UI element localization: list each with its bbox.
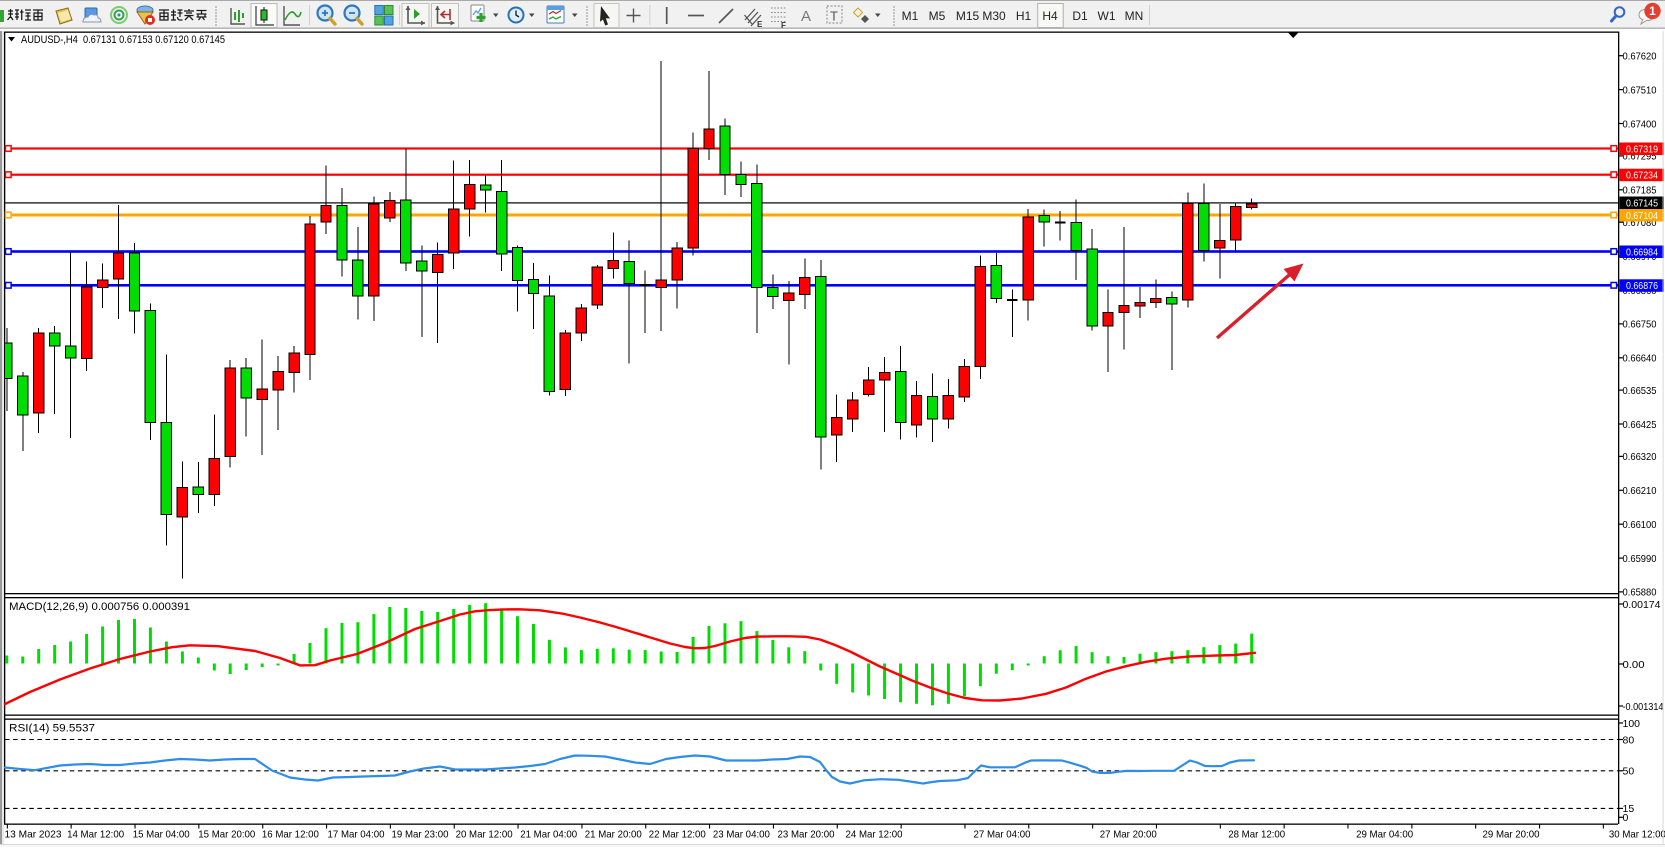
svg-text:21 Mar 20:00: 21 Mar 20:00 — [585, 829, 642, 841]
svg-text:H1: H1 — [1016, 9, 1032, 23]
svg-text:29 Mar 04:00: 29 Mar 04:00 — [1356, 829, 1413, 841]
svg-text:27 Mar 04:00: 27 Mar 04:00 — [974, 829, 1031, 841]
svg-text:30 Mar 12:00: 30 Mar 12:00 — [1609, 829, 1665, 841]
svg-text:0: 0 — [1623, 812, 1629, 824]
svg-text:MN: MN — [1125, 9, 1144, 23]
svg-text:15 Mar 04:00: 15 Mar 04:00 — [133, 829, 190, 841]
svg-text:-0.001314: -0.001314 — [1623, 701, 1664, 713]
svg-text:0.66535: 0.66535 — [1623, 385, 1657, 397]
svg-text:19 Mar 23:00: 19 Mar 23:00 — [392, 829, 449, 841]
svg-text:0.67620: 0.67620 — [1623, 51, 1657, 63]
svg-text:M30: M30 — [982, 9, 1006, 23]
svg-text:0.67185: 0.67185 — [1623, 185, 1657, 197]
svg-text:M5: M5 — [929, 9, 946, 23]
svg-text:0.66210: 0.66210 — [1623, 485, 1657, 497]
svg-text:M15: M15 — [956, 9, 980, 23]
svg-text:100: 100 — [1623, 718, 1641, 730]
svg-text:0.67319: 0.67319 — [1626, 143, 1658, 155]
svg-text:27 Mar 20:00: 27 Mar 20:00 — [1100, 829, 1157, 841]
svg-text:0.65990: 0.65990 — [1623, 553, 1657, 565]
svg-text:0.66984: 0.66984 — [1626, 246, 1658, 258]
svg-text:A: A — [801, 8, 811, 25]
svg-text:W1: W1 — [1098, 9, 1116, 23]
svg-text:0.67104: 0.67104 — [1626, 210, 1658, 222]
svg-text:0.00174: 0.00174 — [1623, 599, 1661, 611]
svg-text:AUDUSD-,H4 0.67131 0.67153 0.: AUDUSD-,H4 0.67131 0.67153 0.67120 0.671… — [21, 34, 225, 46]
svg-text:0.66100: 0.66100 — [1623, 519, 1657, 531]
svg-text:15: 15 — [1623, 803, 1635, 815]
svg-text:RSI(14) 59.5537: RSI(14) 59.5537 — [9, 723, 95, 735]
svg-text:17 Mar 04:00: 17 Mar 04:00 — [328, 829, 385, 841]
svg-text:0.65880: 0.65880 — [1623, 587, 1657, 599]
svg-text:24 Mar 12:00: 24 Mar 12:00 — [846, 829, 903, 841]
svg-text:16 Mar 12:00: 16 Mar 12:00 — [262, 829, 319, 841]
svg-text:0.66320: 0.66320 — [1623, 451, 1657, 463]
svg-text:M1: M1 — [902, 9, 919, 23]
svg-text:23 Mar 04:00: 23 Mar 04:00 — [713, 829, 770, 841]
svg-text:50: 50 — [1623, 766, 1635, 778]
svg-text:21 Mar 04:00: 21 Mar 04:00 — [520, 829, 577, 841]
svg-text:MACD(12,26,9) 0.000756 0.00039: MACD(12,26,9) 0.000756 0.000391 — [9, 601, 190, 613]
svg-text:20 Mar 12:00: 20 Mar 12:00 — [456, 829, 513, 841]
svg-text:0.66640: 0.66640 — [1623, 353, 1657, 365]
svg-text:0.66750: 0.66750 — [1623, 319, 1657, 331]
svg-text:0.66425: 0.66425 — [1623, 419, 1657, 431]
svg-text:0.67145: 0.67145 — [1626, 197, 1658, 209]
svg-text:1: 1 — [1649, 4, 1656, 18]
svg-text:28 Mar 12:00: 28 Mar 12:00 — [1228, 829, 1285, 841]
svg-text:0.67234: 0.67234 — [1626, 170, 1658, 182]
svg-text:23 Mar 20:00: 23 Mar 20:00 — [778, 829, 835, 841]
svg-text:0.66876: 0.66876 — [1626, 280, 1658, 292]
svg-text:E: E — [757, 20, 763, 29]
svg-text:F: F — [781, 21, 786, 30]
svg-text:22 Mar 12:00: 22 Mar 12:00 — [649, 829, 706, 841]
svg-text:14 Mar 12:00: 14 Mar 12:00 — [67, 829, 124, 841]
svg-text:29 Mar 20:00: 29 Mar 20:00 — [1483, 829, 1540, 841]
svg-text:80: 80 — [1623, 734, 1635, 746]
svg-text:0.00: 0.00 — [1623, 659, 1645, 671]
svg-text:15 Mar 20:00: 15 Mar 20:00 — [198, 829, 255, 841]
svg-text:T: T — [830, 9, 838, 24]
svg-text:0.67400: 0.67400 — [1623, 118, 1657, 130]
svg-text:0.67510: 0.67510 — [1623, 84, 1657, 96]
svg-text:13 Mar 2023: 13 Mar 2023 — [5, 829, 62, 841]
svg-text:H4: H4 — [1042, 9, 1058, 23]
svg-text:D1: D1 — [1072, 9, 1088, 23]
